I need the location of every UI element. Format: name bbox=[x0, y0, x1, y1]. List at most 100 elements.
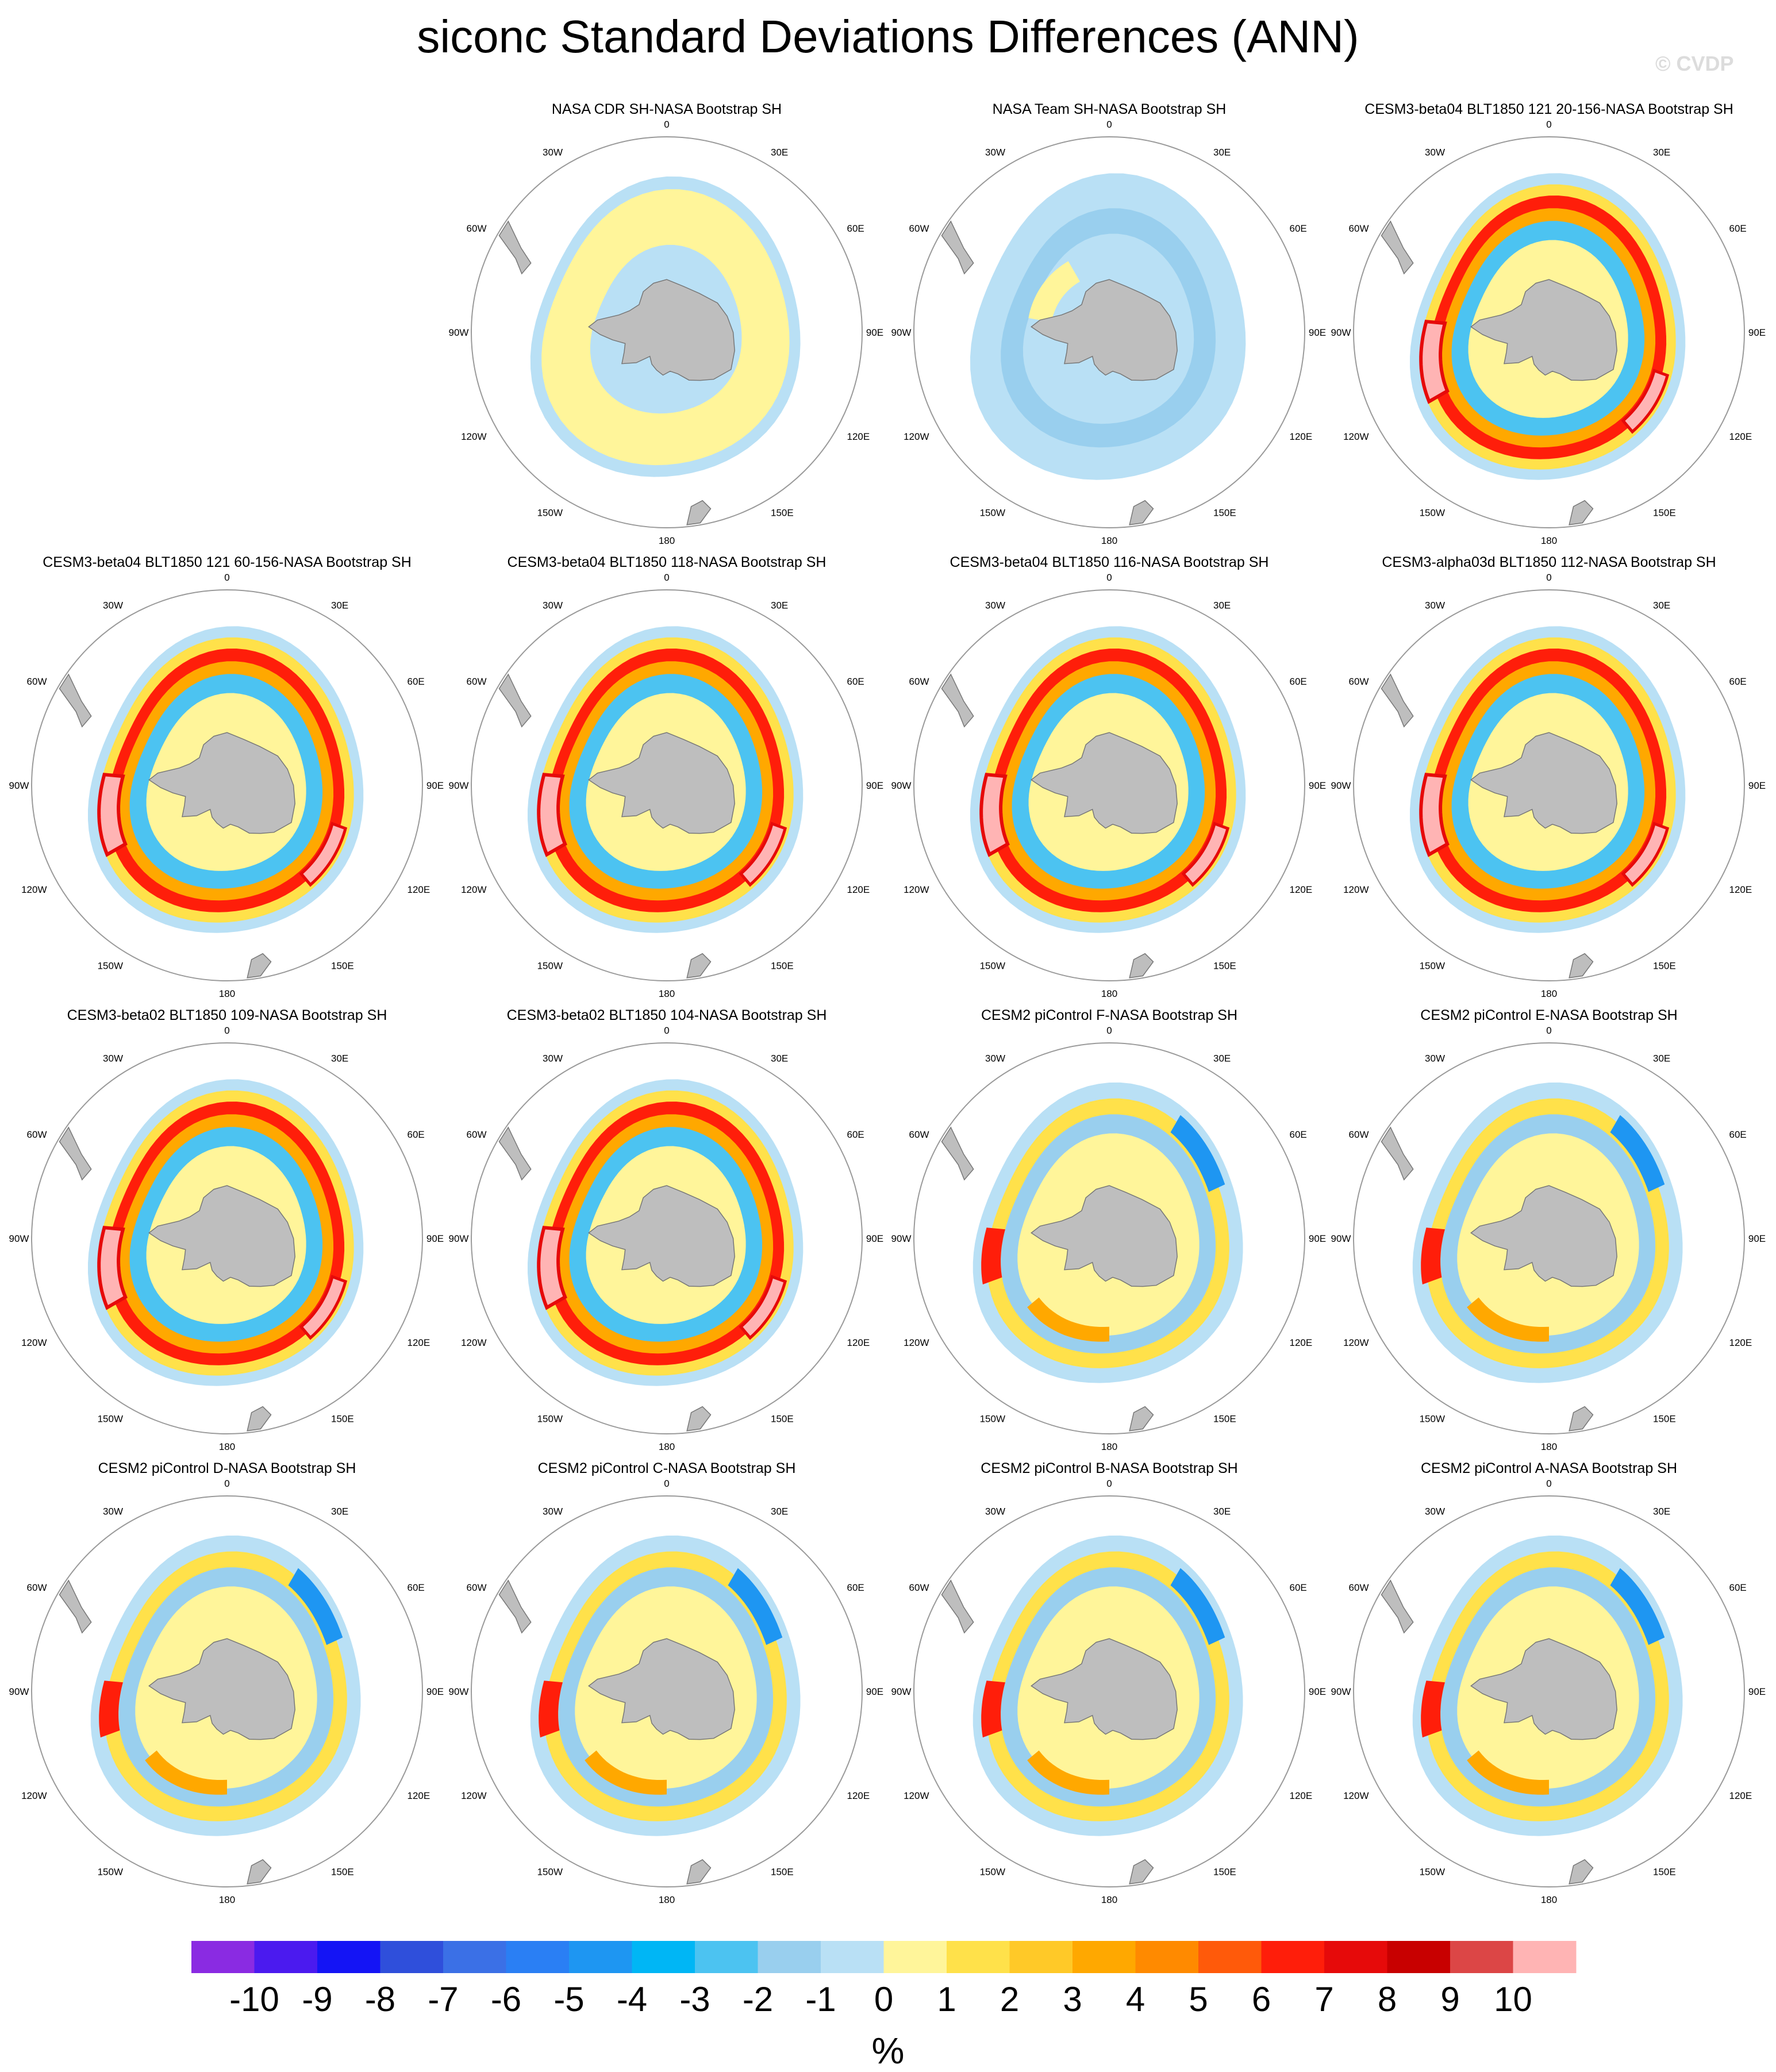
longitude-label: 90E bbox=[426, 1233, 444, 1244]
longitude-label: 120W bbox=[461, 431, 486, 442]
longitude-label: 60E bbox=[847, 1582, 864, 1593]
longitude-label: 180 bbox=[219, 1894, 235, 1905]
map-boundary bbox=[471, 1495, 863, 1887]
longitude-label: 30W bbox=[985, 147, 1005, 158]
colorbar-tick-label: 8 bbox=[1378, 1980, 1397, 2019]
longitude-label: 180 bbox=[1101, 988, 1117, 999]
longitude-label: 60E bbox=[1290, 223, 1307, 234]
panel-title: CESM2 piControl F-NASA Bootstrap SH bbox=[981, 1007, 1237, 1023]
longitude-label: 90E bbox=[866, 1233, 883, 1244]
longitude-label: 120W bbox=[1343, 884, 1368, 895]
longitude-label: 0 bbox=[224, 1478, 229, 1489]
polar-map: 0 30E 60E 90E 120E 150E 180 150W 120W 90W 60W 30W bbox=[9, 1478, 444, 1905]
longitude-label: 180 bbox=[1101, 1441, 1117, 1452]
longitude-label: 120E bbox=[847, 884, 870, 895]
colorbar-tick-label: 7 bbox=[1314, 1980, 1333, 2019]
longitude-label: 150E bbox=[1213, 508, 1236, 519]
colorbar-swatch bbox=[1135, 1941, 1199, 1973]
polar-map: 0 30E 60E 90E 120E 150E 180 150W 120W 90W 60W 30W bbox=[1331, 572, 1766, 999]
antarctica-landmass bbox=[148, 732, 295, 834]
panel-title: CESM2 piControl E-NASA Bootstrap SH bbox=[1420, 1007, 1678, 1023]
longitude-label: 60W bbox=[909, 1582, 929, 1593]
panel-title: NASA CDR SH-NASA Bootstrap SH bbox=[551, 101, 782, 117]
field-max-band-east bbox=[739, 1275, 787, 1340]
longitude-label: 30E bbox=[771, 1053, 788, 1064]
new-zealand-landmass bbox=[247, 1859, 272, 1885]
field-max-band bbox=[97, 773, 128, 857]
field-orange-band bbox=[1027, 1297, 1109, 1342]
new-zealand-landmass bbox=[686, 1406, 712, 1432]
longitude-label: 90E bbox=[426, 1686, 444, 1697]
new-zealand-landmass bbox=[1129, 1406, 1154, 1432]
longitude-label: 180 bbox=[1101, 1894, 1117, 1905]
polar-map: 0 30E 60E 90E 120E 150E 180 150W 120W 90W 60W 30W bbox=[891, 1478, 1327, 1905]
longitude-label: 30W bbox=[985, 600, 1005, 611]
colorbar-swatch bbox=[569, 1941, 632, 1973]
map-field bbox=[1412, 1535, 1683, 1836]
panel-title: CESM2 piControl C-NASA Bootstrap SH bbox=[537, 1460, 796, 1476]
longitude-label: 30W bbox=[103, 600, 123, 611]
antarctica-landmass bbox=[1031, 279, 1178, 381]
longitude-label: 120E bbox=[408, 1337, 430, 1348]
polar-map: 0 30E 60E 90E 120E 150E 180 150W 120W 90W 60W 30W bbox=[891, 1025, 1327, 1452]
panel-title: CESM3-alpha03d BLT1850 112-NASA Bootstra… bbox=[1382, 554, 1716, 570]
longitude-label: 60W bbox=[467, 676, 487, 687]
longitude-label: 60E bbox=[1729, 1582, 1747, 1593]
longitude-label: 120W bbox=[461, 1337, 486, 1348]
longitude-label: 90E bbox=[1748, 780, 1766, 791]
polar-map: 0 30E 60E 90E 120E 150E 180 150W 120W 90W 60W 30W bbox=[1331, 119, 1766, 546]
map-panel: CESM3-beta04 BLT1850 116-NASA Bootstrap … bbox=[888, 551, 1331, 1005]
longitude-label: 180 bbox=[659, 988, 675, 999]
colorbar-swatch bbox=[1072, 1941, 1136, 1973]
longitude-label: 60E bbox=[847, 223, 864, 234]
longitude-label: 120E bbox=[1290, 1337, 1313, 1348]
longitude-label: 30E bbox=[331, 600, 348, 611]
antarctica-landmass bbox=[1470, 1638, 1617, 1740]
longitude-label: 60W bbox=[27, 1129, 47, 1140]
longitude-label: 0 bbox=[1546, 1025, 1551, 1036]
antarctica-landmass bbox=[1031, 732, 1178, 834]
field-max-band bbox=[1419, 320, 1450, 404]
longitude-label: 0 bbox=[1546, 1478, 1551, 1489]
longitude-label: 30E bbox=[1653, 600, 1670, 611]
field-max-band bbox=[979, 773, 1010, 857]
longitude-label: 120W bbox=[1343, 1790, 1368, 1801]
field-blue-band bbox=[1610, 1568, 1665, 1645]
colorbar-swatch bbox=[1009, 1941, 1073, 1973]
longitude-label: 0 bbox=[1106, 1025, 1112, 1036]
map-boundary bbox=[1353, 1495, 1745, 1887]
field-red-band bbox=[1421, 1680, 1445, 1738]
antarctica-landmass bbox=[588, 1185, 735, 1287]
longitude-label: 90W bbox=[449, 1233, 469, 1244]
map-panel: CESM3-beta02 BLT1850 109-NASA Bootstrap … bbox=[6, 1004, 448, 1458]
new-zealand-landmass bbox=[686, 500, 712, 525]
longitude-label: 30E bbox=[1653, 1053, 1670, 1064]
longitude-label: 150W bbox=[1420, 508, 1445, 519]
longitude-label: 90W bbox=[1331, 327, 1351, 338]
colorbar-units-label: % bbox=[871, 2030, 905, 2071]
map-boundary bbox=[913, 1042, 1305, 1434]
longitude-label: 60W bbox=[1349, 223, 1369, 234]
map-panel: CESM2 piControl E-NASA Bootstrap SH 0 30E 6… bbox=[1328, 1004, 1770, 1458]
longitude-label: 90W bbox=[9, 1686, 29, 1697]
longitude-label: 180 bbox=[1541, 988, 1557, 999]
longitude-label: 90W bbox=[449, 780, 469, 791]
field-blue-band bbox=[288, 1568, 343, 1645]
longitude-label: 60W bbox=[909, 1129, 929, 1140]
longitude-label: 30E bbox=[331, 1506, 348, 1517]
map-panel: NASA Team SH-NASA Bootstrap SH 0 30E 60E 90E… bbox=[888, 98, 1331, 552]
longitude-label: 30E bbox=[771, 1506, 788, 1517]
map-panel-grid: NASA CDR SH-NASA Bootstrap SH 0 30E 60E 90E 1… bbox=[6, 98, 1770, 1911]
field-max-band-east bbox=[1621, 369, 1670, 434]
longitude-label: 180 bbox=[1541, 1894, 1557, 1905]
map-panel: CESM2 piControl F-NASA Bootstrap SH 0 30E 6… bbox=[888, 1004, 1331, 1458]
field-red-band bbox=[539, 1680, 563, 1738]
map-panel: CESM2 piControl D-NASA Bootstrap SH 0 30E 6… bbox=[6, 1457, 448, 1911]
main-title: siconc Standard Deviations Differences (… bbox=[417, 11, 1359, 62]
longitude-label: 150E bbox=[331, 1414, 354, 1425]
longitude-label: 30W bbox=[1425, 1506, 1445, 1517]
longitude-label: 60E bbox=[408, 1129, 425, 1140]
south-america-landmass bbox=[1381, 673, 1414, 728]
longitude-label: 150E bbox=[1653, 1414, 1676, 1425]
field-orange-band bbox=[1467, 1297, 1549, 1342]
